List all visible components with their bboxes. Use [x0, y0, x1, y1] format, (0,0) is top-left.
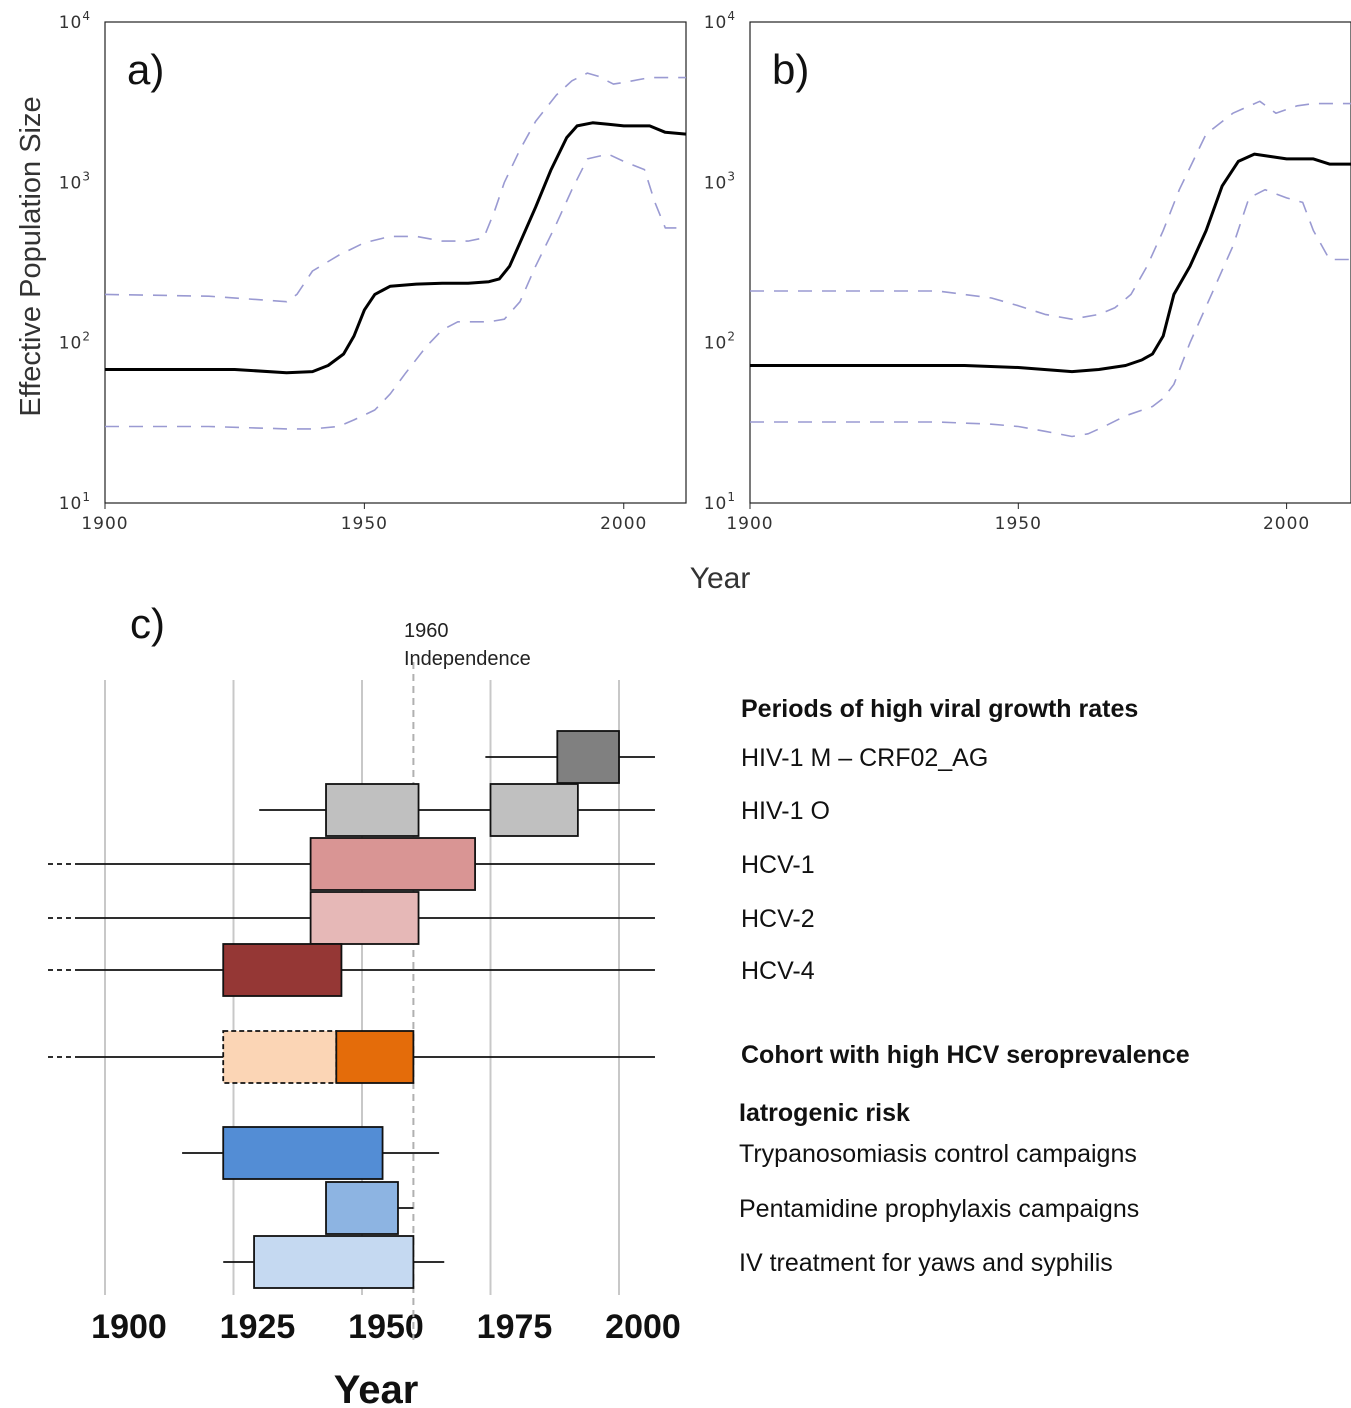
panel-a-x-tick-label-2000: 2000	[600, 514, 647, 534]
panel-a-series-lower-line	[105, 153, 686, 430]
panel-a-y-axis-label: Effective Population Size	[15, 96, 47, 416]
timeline-row-4-box-0	[222, 943, 343, 997]
panel-a-plot-frame	[104, 21, 687, 504]
panel-a-y-tick-label-3: 104	[59, 9, 91, 33]
panel-a-series-median-line	[105, 121, 687, 375]
timeline-row-label-3: HCV-2	[741, 905, 815, 933]
timeline-row-5-box-0	[222, 1030, 338, 1084]
panel-a-y-tick-label-2: 103	[59, 169, 91, 193]
timeline-row-8-box-0	[253, 1235, 415, 1289]
panel-c-x-tick-label-2000: 2000	[605, 1308, 681, 1346]
timeline-row-label-4: HCV-4	[741, 957, 815, 985]
panel-c: c) 1900 1925 1950 1975 2000 1960 Independence Ye…	[48, 600, 1190, 1408]
timeline-row-label-1: HIV-1 O	[741, 797, 830, 825]
panel-c-x-tick-label-1975: 1975	[477, 1308, 553, 1346]
shared-x-axis-label: Year	[690, 562, 751, 595]
panel-b-series-lower-line	[750, 188, 1351, 438]
timeline-row-label-6: Trypanosomiasis control campaigns	[739, 1140, 1137, 1168]
panel-b-series-median-line	[750, 152, 1351, 374]
timeline-row-2-box-0	[309, 837, 476, 891]
timeline-row-label-2: HCV-1	[741, 851, 815, 879]
panel-b-x-tick-label-2000: 2000	[1263, 514, 1310, 534]
panel-c-reference-year-label: 1960	[404, 620, 449, 642]
panel-b-plot-frame	[749, 21, 1351, 504]
panel-a-x-tick-label-1900: 1900	[81, 514, 128, 534]
timeline-row-3-box-0	[309, 891, 420, 945]
panel-c-x-axis-label: Year	[334, 1368, 419, 1408]
panel-b-y-tick-label-1: 102	[704, 330, 736, 354]
panel-b-y-tick-label-3: 104	[704, 9, 736, 33]
legend-heading-cohort: Cohort with high HCV seroprevalence	[741, 1041, 1190, 1069]
timeline-row-7-box-0	[325, 1181, 399, 1235]
timeline-row-1-box-0	[325, 783, 420, 837]
legend-heading-growth: Periods of high viral growth rates	[741, 695, 1138, 723]
legend-heading-iatrogenic: Iatrogenic risk	[739, 1099, 910, 1127]
panel-a-x-tick-label-1950: 1950	[341, 514, 388, 534]
timeline-row-label-0: HIV-1 M – CRF02_AG	[741, 744, 988, 772]
panel-c-reference-event-label: Independence	[404, 648, 531, 670]
timeline-row-0-box-0	[556, 730, 620, 784]
panel-c-x-tick-label-1900: 1900	[91, 1308, 167, 1346]
timeline-row-label-8: IV treatment for yaws and syphilis	[739, 1249, 1113, 1277]
panel-b-x-tick-label-1900: 1900	[726, 514, 773, 534]
panel-b-panel-label: b)	[772, 46, 809, 93]
panel-c-x-tick-label-1925: 1925	[220, 1308, 296, 1346]
panel-b-x-tick-label-1950: 1950	[995, 514, 1042, 534]
panel-c-x-tick-label-1950: 1950	[348, 1308, 424, 1346]
panel-a-panel-label: a)	[127, 46, 164, 93]
panel-a-series-upper-line	[104, 72, 686, 303]
panel-a-y-tick-label-0: 101	[59, 490, 91, 514]
timeline-row-label-7: Pentamidine prophylaxis campaigns	[739, 1195, 1139, 1223]
panel-a-y-tick-label-1: 102	[59, 330, 91, 354]
timeline-row-5-box-1	[335, 1030, 415, 1084]
panel-a: 1900 1950 2000 101 102 103 104 a) Effective Popu…	[15, 9, 687, 534]
panel-b: 1900 1950 2000 101 102 103 104 b)	[704, 9, 1351, 534]
panel-b-y-tick-label-0: 101	[704, 490, 736, 514]
panel-b-y-tick-label-2: 103	[704, 169, 736, 193]
panel-c-label: c)	[130, 600, 165, 647]
timeline-row-1-box-1	[489, 783, 579, 837]
timeline-row-6-box-0	[222, 1126, 384, 1180]
panel-b-series-upper-line	[750, 100, 1351, 320]
